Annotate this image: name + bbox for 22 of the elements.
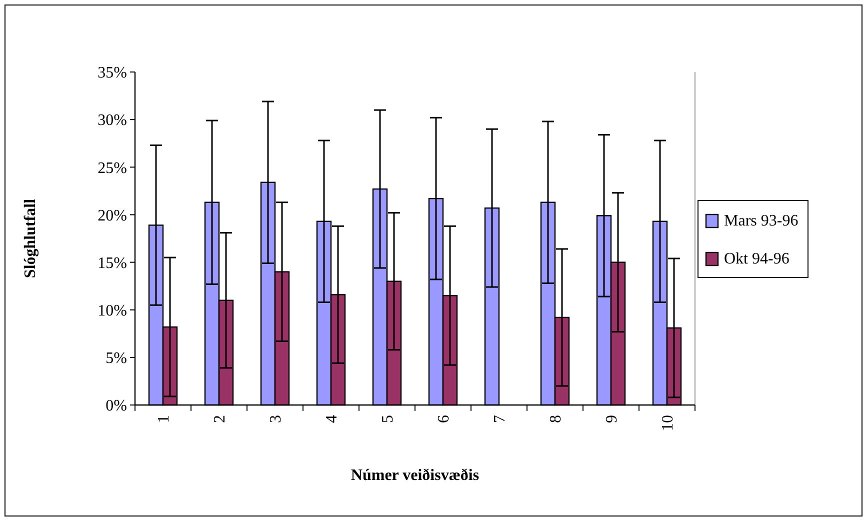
x-axis-title: Númer veiðisvæðis xyxy=(350,467,480,484)
x-tick-label: 4 xyxy=(324,415,341,423)
x-tick-label: 10 xyxy=(660,415,677,431)
y-tick-label: 20% xyxy=(98,207,127,224)
y-tick-label: 0% xyxy=(106,398,127,415)
y-tick-label: 35% xyxy=(98,64,127,82)
y-tick-label: 15% xyxy=(98,254,127,272)
legend-label: Okt 94-96 xyxy=(724,250,790,268)
y-tick-label: 25% xyxy=(98,160,127,177)
y-axis-title: Slóghlutfall xyxy=(22,198,39,278)
x-tick-label: 1 xyxy=(156,415,173,423)
y-tick-label: 30% xyxy=(98,112,127,130)
x-tick-label: 3 xyxy=(268,415,285,423)
x-tick-label: 9 xyxy=(604,415,621,423)
x-tick-label: 8 xyxy=(548,415,565,423)
legend-label: Mars 93-96 xyxy=(724,212,798,230)
x-tick-label: 2 xyxy=(212,415,229,423)
y-tick-label: 10% xyxy=(98,302,127,320)
x-tick-label: 6 xyxy=(436,415,453,423)
x-tick-label: 5 xyxy=(380,415,397,423)
x-tick-label: 7 xyxy=(492,415,509,423)
y-tick-label: 5% xyxy=(106,350,127,368)
